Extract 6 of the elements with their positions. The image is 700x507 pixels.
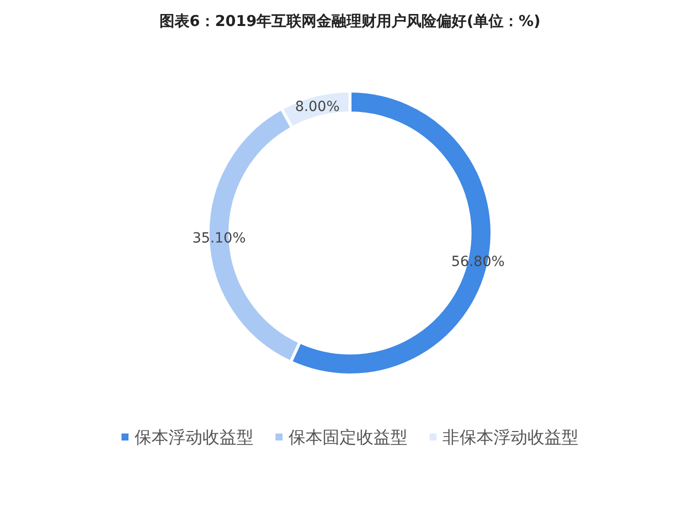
legend-label: 保本浮动收益型: [134, 428, 254, 448]
chart-title: 图表6：2019年互联网金融理财用户风险偏好(单位：%): [160, 12, 540, 30]
legend-label: 保本固定收益型: [288, 428, 408, 448]
data-label: 35.10%: [192, 230, 246, 247]
data-label: 8.00%: [295, 99, 340, 116]
legend-label: 非保本浮动收益型: [442, 428, 578, 448]
